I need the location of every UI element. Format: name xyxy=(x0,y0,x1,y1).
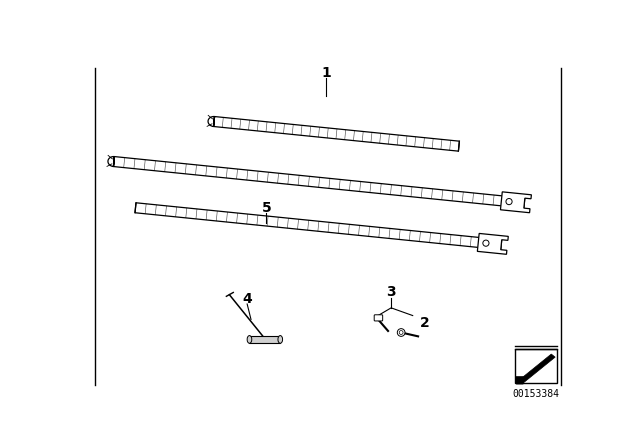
Ellipse shape xyxy=(278,336,283,343)
Text: 3: 3 xyxy=(387,285,396,299)
Polygon shape xyxy=(214,116,460,151)
Polygon shape xyxy=(208,116,214,126)
Text: 4: 4 xyxy=(243,292,252,306)
Circle shape xyxy=(397,329,405,336)
Polygon shape xyxy=(519,354,555,383)
Text: 1: 1 xyxy=(321,66,332,80)
FancyBboxPatch shape xyxy=(374,315,383,321)
Ellipse shape xyxy=(247,336,252,343)
Circle shape xyxy=(483,240,489,246)
Polygon shape xyxy=(108,156,115,167)
Text: 00153384: 00153384 xyxy=(513,389,559,399)
Polygon shape xyxy=(477,233,508,254)
Bar xyxy=(250,336,280,343)
Bar xyxy=(515,349,557,383)
Polygon shape xyxy=(135,203,502,250)
Polygon shape xyxy=(500,192,531,213)
Circle shape xyxy=(506,198,512,205)
Circle shape xyxy=(399,331,403,334)
Polygon shape xyxy=(113,157,525,208)
Text: 2: 2 xyxy=(419,316,429,330)
Text: 5: 5 xyxy=(262,201,271,215)
FancyBboxPatch shape xyxy=(516,376,524,384)
